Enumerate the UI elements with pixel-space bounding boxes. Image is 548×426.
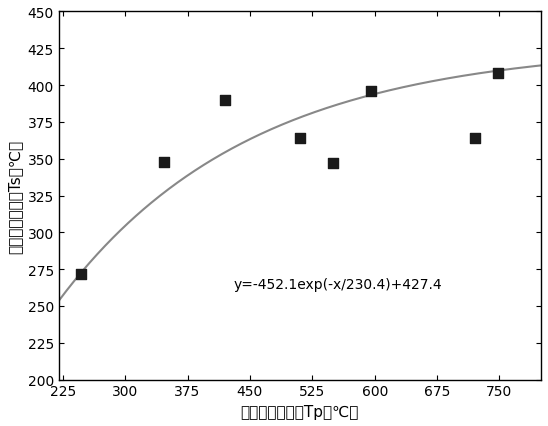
Y-axis label: 第一变形区温度Ts（℃）: 第一变形区温度Ts（℃） (7, 139, 22, 253)
Point (366, 88, 375, 95)
Point (77, 271, 85, 277)
Point (329, 160, 338, 167)
X-axis label: 第二变形区温度Tp（℃）: 第二变形区温度Tp（℃） (241, 404, 359, 419)
Text: y=-452.1exp(-x/230.4)+427.4: y=-452.1exp(-x/230.4)+427.4 (233, 278, 442, 292)
Point (160, 159, 169, 166)
Point (493, 71, 502, 78)
Point (470, 135, 479, 142)
Point (295, 135, 304, 142)
Point (221, 97, 230, 104)
